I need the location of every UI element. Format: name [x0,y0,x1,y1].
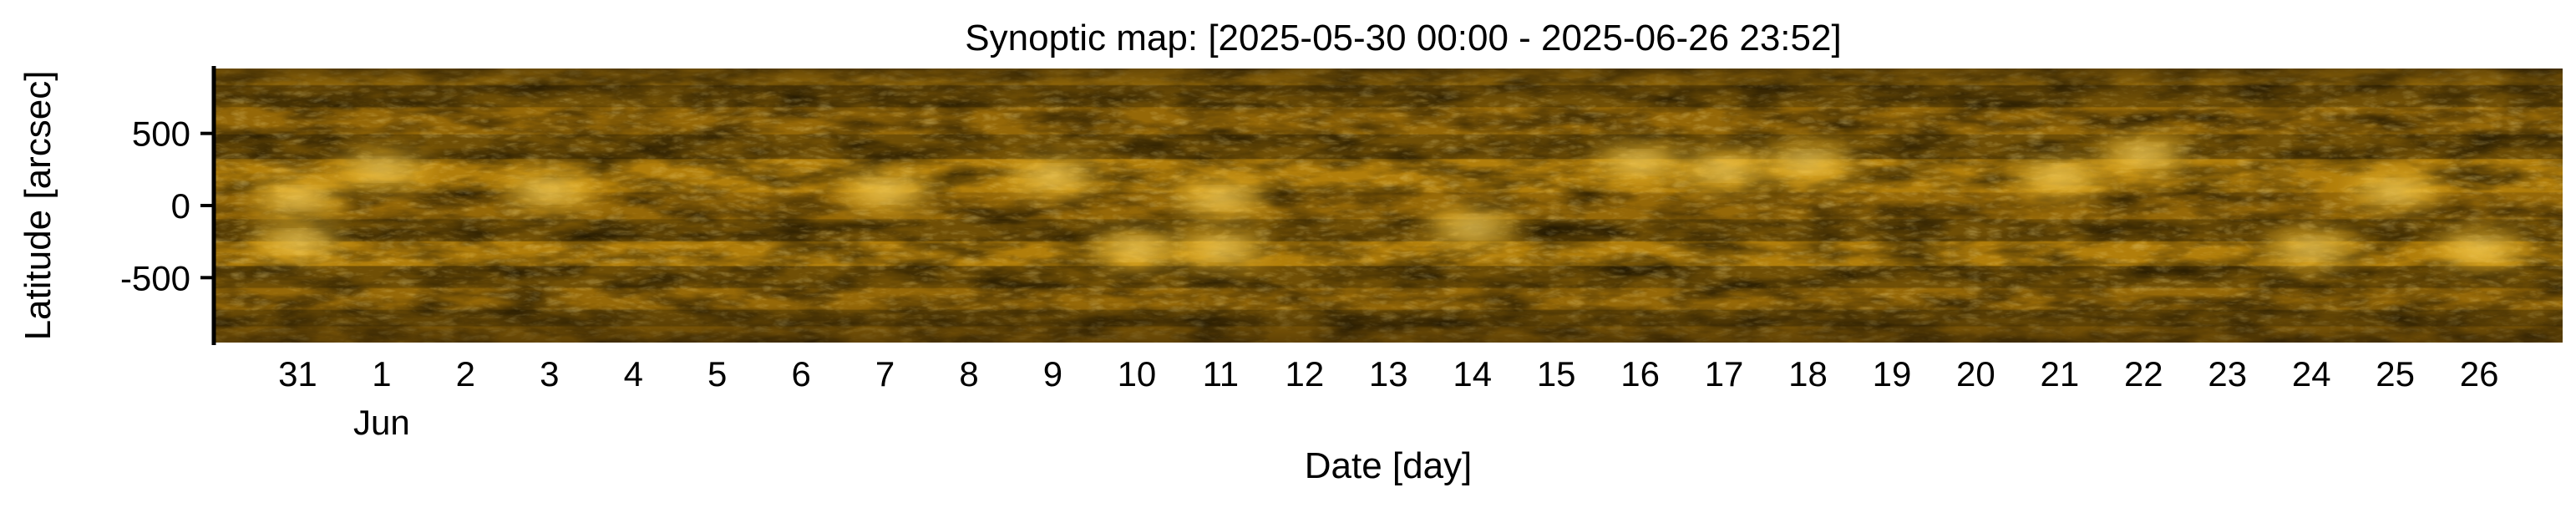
x-tick-label: 9 [1043,354,1062,394]
x-tick-label: 26 [2460,354,2499,394]
x-tick-label: 31 [278,354,317,394]
x-tick-label: 23 [2208,354,2247,394]
y-axis-ticks: 500 0 -500 [120,114,214,297]
x-tick-label: 20 [1956,354,1995,394]
y-tick-label: -500 [120,258,190,297]
x-tick-label: 18 [1788,354,1828,394]
y-tick-label: 0 [171,186,190,226]
x-tick-label: 16 [1620,354,1660,394]
x-tick-label: 12 [1285,354,1324,394]
x-tick-label: 1 [372,354,391,394]
heatmap-plot-area [214,69,2563,343]
x-tick-label: 8 [959,354,978,394]
x-tick-label: 13 [1369,354,1408,394]
x-tick-label: 2 [456,354,475,394]
x-tick-label: 15 [1537,354,1576,394]
x-tick-label: 25 [2376,354,2415,394]
heatmap-limb-darkening [214,69,2563,343]
y-axis-label: Latitude [arcsec] [18,71,58,341]
x-tick-label: 14 [1453,354,1492,394]
x-tick-label: 19 [1873,354,1912,394]
x-tick-label: 24 [2292,354,2331,394]
chart-title: Synoptic map: [2025-05-30 00:00 - 2025-0… [965,18,1841,58]
x-tick-label: 22 [2124,354,2163,394]
x-tick-label: 3 [540,354,559,394]
x-tick-label: 21 [2041,354,2080,394]
y-tick-label: 500 [132,114,190,154]
x-tick-sublabel: Jun [353,403,410,442]
x-axis-label: Date [day] [1305,445,1473,486]
x-tick-label: 6 [791,354,810,394]
x-tick-label: 17 [1705,354,1744,394]
x-tick-label: 11 [1203,354,1240,394]
x-tick-label: 4 [624,354,643,394]
x-tick-label: 10 [1118,354,1157,394]
x-tick-label: 5 [707,354,727,394]
x-tick-label: 7 [875,354,895,394]
